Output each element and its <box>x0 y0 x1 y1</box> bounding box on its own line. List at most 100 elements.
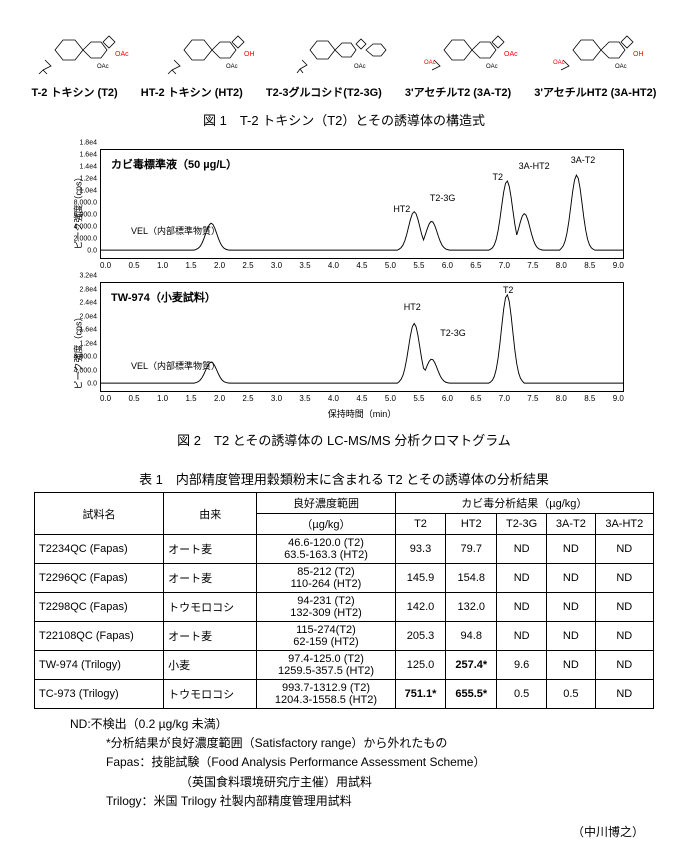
table-row: TC-973 (Trilogy)トウモロコシ993.7-1312.9 (T2)1… <box>35 680 654 709</box>
struct-label: T2-3グルコシド(T2-3G) <box>266 84 382 100</box>
th-ht2: HT2 <box>446 514 497 535</box>
svg-text:OAc: OAc <box>553 60 565 66</box>
svg-text:OAc: OAc <box>97 64 109 70</box>
structure-3a-ht2: OH OAc OAc <box>543 20 663 80</box>
chart-bottom: TW-974（小麦試料） VEL（内部標準物質） HT2T2-3GT2 0.04… <box>100 282 624 392</box>
structure-t2: OAc OAc <box>25 20 145 80</box>
table-cell: ND <box>595 593 653 622</box>
chromatogram-block: ピーク強度（cps） カビ毒標準液（50 µg/L） VEL（内部標準物質） H… <box>64 149 624 420</box>
table-cell: T2234QC (Fapas) <box>35 535 164 564</box>
struct-label: 3'アセチルT2 (3A-T2) <box>405 84 511 100</box>
footnotes: ND:不検出（0.2 µg/kg 未満） *分析結果が良好濃度範囲（Satisf… <box>70 715 638 811</box>
svg-text:OAc: OAc <box>354 64 366 70</box>
struct-label: T-2 トキシン (T2) <box>32 84 118 100</box>
table-cell: ND <box>547 651 595 680</box>
footnote-star: *分析結果が良好濃度範囲（Satisfactory range）から外れたもの <box>70 734 638 753</box>
table-cell: TC-973 (Trilogy) <box>35 680 164 709</box>
svg-text:OAc: OAc <box>115 51 129 58</box>
table-cell: ND <box>547 564 595 593</box>
table-cell: ND <box>595 564 653 593</box>
th-3at2: 3A-T2 <box>547 514 595 535</box>
table-cell: ND <box>497 564 547 593</box>
table-cell: 79.7 <box>446 535 497 564</box>
chart-top: カビ毒標準液（50 µg/L） VEL（内部標準物質） HT2T2-3GT23A… <box>100 149 624 259</box>
struct-label: HT-2 トキシン (HT2) <box>141 84 243 100</box>
table-cell: トウモロコシ <box>164 680 257 709</box>
table-cell: オート麦 <box>164 564 257 593</box>
svg-text:OAc: OAc <box>424 60 436 66</box>
table-cell: 0.5 <box>547 680 595 709</box>
peak-label: HT2 <box>404 302 421 312</box>
peak-label: T2 <box>493 172 504 182</box>
table-cell: ND <box>547 535 595 564</box>
table-cell: トウモロコシ <box>164 593 257 622</box>
author: （中川博之） <box>20 823 644 840</box>
table-cell: ND <box>547 622 595 651</box>
table-cell: 145.9 <box>395 564 446 593</box>
table-cell: T2296QC (Fapas) <box>35 564 164 593</box>
table-cell: 655.5* <box>446 680 497 709</box>
table-cell: ND <box>497 535 547 564</box>
fig2-caption: 図 2 T2 とその誘導体の LC-MS/MS 分析クロマトグラム <box>20 430 668 449</box>
table-cell: 93.3 <box>395 535 446 564</box>
structure-3a-t2: OAc OAc OAc <box>414 20 534 80</box>
structure-t2-3g: OAc <box>284 20 404 80</box>
table-cell: 132.0 <box>446 593 497 622</box>
vel-label-bottom: VEL（内部標準物質） <box>131 359 220 372</box>
peak-label: 3A-HT2 <box>519 161 550 171</box>
vel-label-top: VEL（内部標準物質） <box>131 224 220 237</box>
table-cell: ND <box>547 593 595 622</box>
table-cell: TW-974 (Trilogy) <box>35 651 164 680</box>
table-cell: ND <box>595 651 653 680</box>
results-table: 試料名 由来 良好濃度範囲 カビ毒分析結果（µg/kg） （µg/kg） T2 … <box>34 492 654 709</box>
table-cell: T2298QC (Fapas) <box>35 593 164 622</box>
svg-text:OAc: OAc <box>226 64 238 70</box>
table-cell: ND <box>497 593 547 622</box>
table-cell: 9.6 <box>497 651 547 680</box>
table-cell: ND <box>595 622 653 651</box>
th-t2: T2 <box>395 514 446 535</box>
table1-caption: 表 1 内部精度管理用穀類粉末に含まれる T2 とその誘導体の分析結果 <box>34 469 654 488</box>
table-cell: 125.0 <box>395 651 446 680</box>
svg-text:OH: OH <box>633 51 644 58</box>
table-row: T2296QC (Fapas)オート麦85-212 (T2)110-264 (H… <box>35 564 654 593</box>
struct-label: 3'アセチルHT2 (3A-HT2) <box>534 84 656 100</box>
th-sample: 試料名 <box>35 493 164 535</box>
peak-label: HT2 <box>393 204 410 214</box>
th-range-unit: （µg/kg） <box>257 514 395 535</box>
table-cell: 小麦 <box>164 651 257 680</box>
table-cell: 993.7-1312.9 (T2)1204.3-1558.5 (HT2) <box>257 680 395 709</box>
peak-label: T2-3G <box>440 328 466 338</box>
th-range: 良好濃度範囲 <box>257 493 395 514</box>
th-t23g: T2-3G <box>497 514 547 535</box>
svg-text:OAc: OAc <box>615 64 627 70</box>
svg-text:OH: OH <box>244 51 255 58</box>
table-cell: 0.5 <box>497 680 547 709</box>
footnote-fapas1: Fapas：技能試験（Food Analysis Performance Ass… <box>70 753 638 772</box>
svg-text:OAc: OAc <box>504 51 518 58</box>
peak-label: T2-3G <box>430 193 456 203</box>
table-cell: オート麦 <box>164 622 257 651</box>
table-cell: 205.3 <box>395 622 446 651</box>
table-cell: ND <box>595 680 653 709</box>
table-row: T22108QC (Fapas)オート麦115-274(T2)62-159 (H… <box>35 622 654 651</box>
table-row: T2298QC (Fapas)トウモロコシ94-231 (T2)132-309 … <box>35 593 654 622</box>
footnote-trilogy: Trilogy：米国 Trilogy 社製内部精度管理用試料 <box>70 792 638 811</box>
table-cell: 94-231 (T2)132-309 (HT2) <box>257 593 395 622</box>
footnote-fapas2: （英国食料環境研究庁主催）用試料 <box>70 773 638 792</box>
table-cell: ND <box>595 535 653 564</box>
table-cell: T22108QC (Fapas) <box>35 622 164 651</box>
table-cell: 115-274(T2)62-159 (HT2) <box>257 622 395 651</box>
fig1-caption: 図 1 T-2 トキシン（T2）とその誘導体の構造式 <box>20 110 668 129</box>
structures-row: OAc OAc OH OAc OAc OAc OAc OAc <box>20 20 668 80</box>
structure-labels-row: T-2 トキシン (T2) HT-2 トキシン (HT2) T2-3グルコシド(… <box>20 84 668 100</box>
table-cell: 94.8 <box>446 622 497 651</box>
th-origin: 由来 <box>164 493 257 535</box>
peak-label: 3A-T2 <box>571 155 596 165</box>
th-3aht2: 3A-HT2 <box>595 514 653 535</box>
svg-text:OAc: OAc <box>486 64 498 70</box>
chart-bottom-title: TW-974（小麦試料） <box>111 289 216 305</box>
table-cell: 142.0 <box>395 593 446 622</box>
footnote-nd: ND:不検出（0.2 µg/kg 未満） <box>70 715 638 734</box>
th-results: カビ毒分析結果（µg/kg） <box>395 493 653 514</box>
